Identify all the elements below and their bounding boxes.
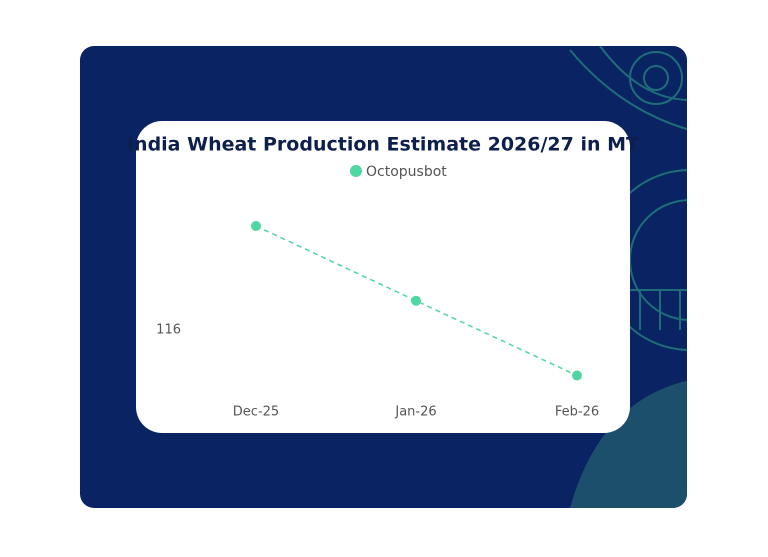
- legend-label: Octopusbot: [366, 164, 447, 180]
- legend-marker: [350, 165, 362, 177]
- series-line: [255, 225, 578, 377]
- data-point: [572, 370, 582, 381]
- chart-title: India Wheat Production Estimate 2026/27 …: [127, 134, 639, 156]
- x-tick-label: Feb-26: [555, 405, 599, 420]
- data-point: [251, 221, 261, 231]
- chart-card: [136, 121, 630, 433]
- x-tick-label: Dec-25: [233, 405, 279, 420]
- x-tick-label: Jan-26: [394, 405, 436, 420]
- y-tick-label: 116: [156, 323, 181, 338]
- data-point: [411, 295, 421, 306]
